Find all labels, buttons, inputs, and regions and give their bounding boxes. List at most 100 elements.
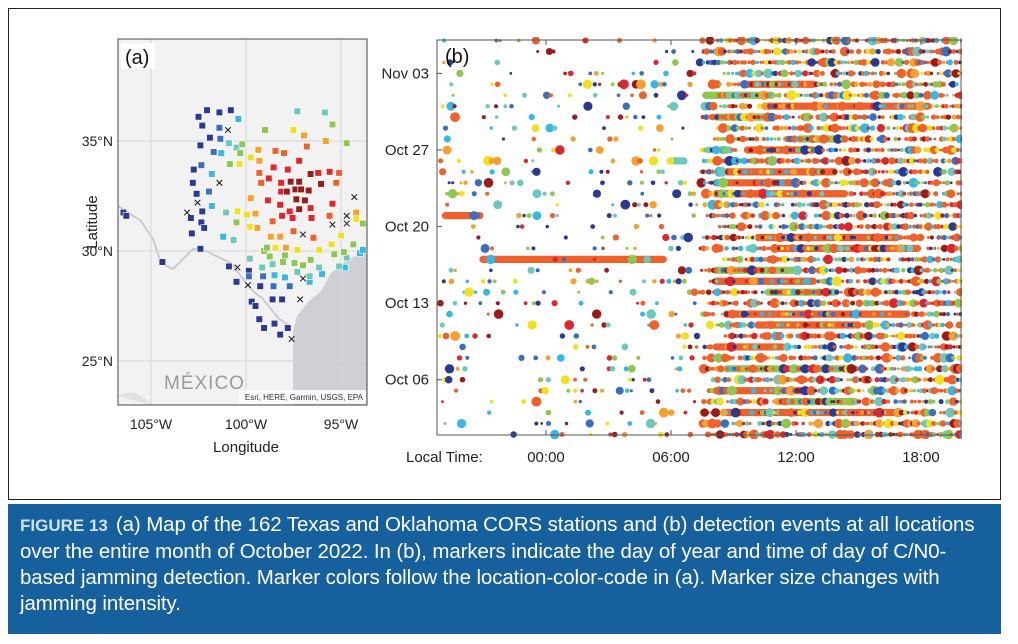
- detection-marker: [577, 290, 581, 294]
- detection-marker: [712, 80, 722, 89]
- station-marker: [309, 234, 318, 242]
- detection-marker: [915, 82, 919, 87]
- detection-marker: [913, 400, 917, 404]
- detection-marker: [759, 201, 765, 208]
- detection-marker: [961, 235, 962, 240]
- detection-marker: [745, 137, 749, 141]
- detection-marker: [781, 418, 791, 429]
- detection-marker: [782, 145, 792, 155]
- detection-marker: [939, 411, 943, 415]
- detection-marker: [710, 169, 715, 174]
- detection-marker: [701, 158, 707, 164]
- detection-marker: [825, 137, 830, 141]
- detection-marker: [837, 60, 842, 65]
- detection-marker: [672, 279, 677, 284]
- detection-marker: [706, 301, 710, 305]
- detection-marker: [878, 104, 883, 109]
- detection-marker: [755, 145, 765, 155]
- detection-marker: [446, 59, 454, 66]
- detection-marker: [934, 211, 943, 220]
- detection-marker: [870, 410, 874, 415]
- detection-marker: [764, 92, 770, 99]
- detection-marker: [731, 257, 736, 262]
- detection-marker: [905, 203, 909, 207]
- detection-marker: [630, 93, 634, 98]
- detection-marker: [788, 115, 792, 119]
- detection-marker: [481, 115, 486, 120]
- detection-marker: [720, 267, 726, 273]
- detection-marker: [763, 389, 768, 393]
- detection-marker: [838, 355, 844, 361]
- detection-marker: [761, 245, 767, 251]
- detection-marker: [799, 93, 803, 97]
- detection-marker: [945, 93, 949, 97]
- detection-marker: [716, 397, 724, 406]
- detection-marker: [664, 181, 668, 185]
- detection-marker: [707, 267, 712, 273]
- detection-marker: [914, 181, 918, 185]
- detection-marker: [794, 60, 799, 65]
- detection-marker: [779, 179, 786, 187]
- detection-marker: [904, 137, 909, 141]
- detection-marker: [883, 300, 890, 307]
- detection-marker: [806, 386, 816, 396]
- station-marker: [352, 208, 360, 217]
- detection-marker: [747, 202, 751, 207]
- detection-marker: [795, 322, 801, 328]
- detection-marker: [955, 213, 961, 219]
- detection-marker: [848, 180, 853, 186]
- detection-marker: [536, 50, 540, 53]
- detection-marker: [945, 257, 950, 262]
- detection-marker: [767, 356, 771, 360]
- detection-marker: [519, 224, 525, 229]
- detection-marker: [773, 386, 783, 396]
- detection-marker: [955, 255, 962, 264]
- detection-marker: [819, 386, 829, 396]
- detection-marker: [760, 210, 770, 221]
- detection-marker: [862, 213, 868, 219]
- detection-marker: [655, 399, 661, 404]
- detection-marker: [852, 159, 856, 163]
- detection-marker: [850, 345, 854, 349]
- detection-marker: [695, 203, 699, 207]
- detection-marker: [914, 300, 920, 306]
- detection-marker: [898, 421, 902, 426]
- detection-marker: [903, 279, 907, 283]
- detection-marker: [877, 115, 882, 119]
- detection-marker: [886, 366, 891, 371]
- station-marker: [259, 272, 267, 280]
- detection-marker: [830, 123, 840, 133]
- detection-marker: [863, 169, 869, 175]
- detection-marker: [788, 312, 793, 316]
- detection-marker: [935, 224, 942, 230]
- detection-marker: [846, 410, 852, 416]
- detection-marker: [685, 93, 689, 97]
- detection-marker: [575, 267, 581, 273]
- detection-marker: [801, 49, 806, 54]
- detection-marker: [443, 135, 451, 143]
- detection-marker: [951, 69, 961, 78]
- detection-marker: [741, 236, 745, 239]
- detection-marker: [854, 321, 862, 329]
- scatter-ytick-label: Oct 27: [385, 142, 429, 159]
- detection-marker: [948, 331, 959, 341]
- detection-marker: [751, 191, 757, 197]
- detection-marker: [790, 125, 796, 131]
- detection-marker: [813, 48, 821, 55]
- detection-marker: [717, 166, 727, 177]
- detection-marker: [870, 344, 876, 350]
- detection-marker: [873, 201, 881, 209]
- detection-marker: [786, 279, 790, 283]
- detection-marker: [747, 224, 753, 230]
- station-marker: [270, 319, 279, 328]
- detection-marker: [736, 345, 741, 349]
- station-marker: [289, 227, 298, 235]
- detection-marker: [869, 300, 876, 307]
- detection-marker: [831, 356, 836, 360]
- detection-marker: [701, 235, 706, 240]
- detection-marker: [751, 332, 758, 340]
- detection-marker: [775, 322, 781, 328]
- detection-marker: [592, 257, 597, 262]
- detection-marker: [886, 104, 891, 109]
- detection-marker: [814, 170, 818, 174]
